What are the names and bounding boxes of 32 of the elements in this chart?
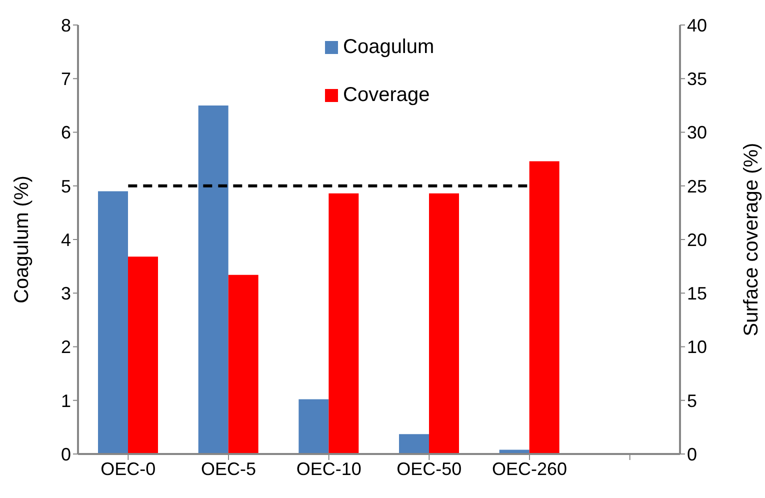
- y2-tick-label: 35: [687, 69, 708, 90]
- legend-label: Coverage: [343, 84, 430, 106]
- y2-tick-label: 10: [687, 337, 708, 358]
- y2-tick-label: 15: [687, 284, 708, 304]
- x-tick-label: OEC-10: [296, 458, 362, 479]
- bar: [429, 193, 459, 454]
- y-axis-title: Coagulum (%): [11, 176, 34, 304]
- y-tick-label: 3: [60, 284, 71, 304]
- y-tick-label: 6: [60, 122, 71, 143]
- y2-tick-label: 40: [687, 15, 708, 36]
- y-tick-label: 1: [60, 390, 71, 411]
- y-tick-label: 2: [60, 337, 71, 358]
- bar: [529, 161, 560, 454]
- y-tick-label: 7: [60, 69, 71, 90]
- y2-tick-label: 20: [687, 230, 708, 250]
- y2-tick-label: 5: [687, 390, 698, 411]
- bar: [298, 399, 329, 454]
- y2-tick-label: 25: [687, 176, 708, 196]
- y2-tick-label: 30: [687, 122, 708, 143]
- bar: [399, 434, 429, 454]
- x-tick-label: OEC-0: [100, 458, 156, 479]
- y-tick-label: 5: [60, 176, 71, 196]
- y-tick-label: 4: [60, 230, 71, 250]
- y2-tick-label: 0: [687, 444, 698, 464]
- y-tick-label: 8: [60, 15, 71, 36]
- x-tick-label: OEC-260: [492, 458, 568, 479]
- y2-axis-title: Surface coverage (%): [740, 142, 763, 336]
- y-tick-label: 0: [60, 444, 71, 464]
- x-tick-label: OEC-50: [396, 458, 462, 479]
- bar: [328, 193, 359, 454]
- legend-label: Coagulum: [343, 36, 434, 58]
- x-tick-label: OEC-5: [200, 458, 256, 479]
